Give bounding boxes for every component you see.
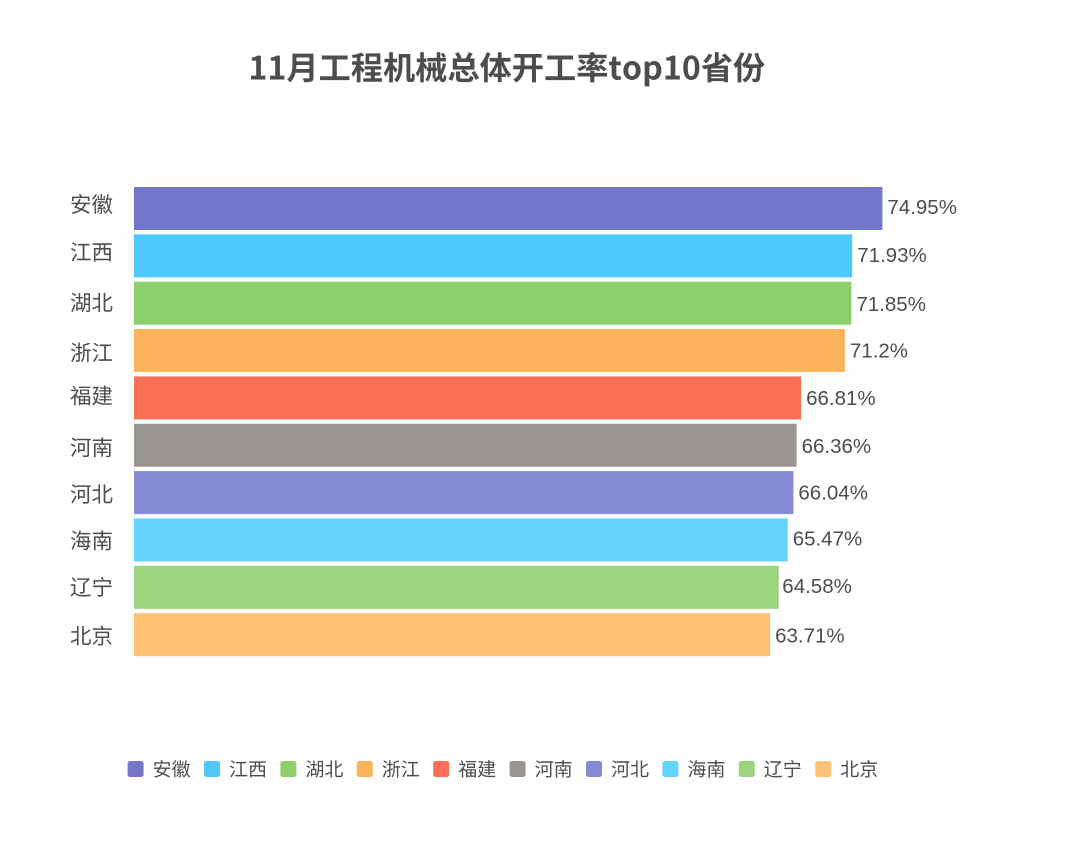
svg-text:71.2%: 71.2%	[850, 340, 908, 363]
svg-text:74.95%: 74.95%	[887, 196, 957, 219]
svg-text:65.47%: 65.47%	[793, 528, 863, 551]
svg-text:63.71%: 63.71%	[775, 625, 845, 648]
svg-text:64.58%: 64.58%	[782, 575, 852, 598]
svg-text:66.81%: 66.81%	[806, 387, 876, 410]
svg-text:71.85%: 71.85%	[856, 293, 926, 316]
svg-text:66.04%: 66.04%	[798, 481, 868, 504]
svg-text:71.93%: 71.93%	[857, 244, 927, 267]
svg-text:66.36%: 66.36%	[802, 435, 872, 458]
